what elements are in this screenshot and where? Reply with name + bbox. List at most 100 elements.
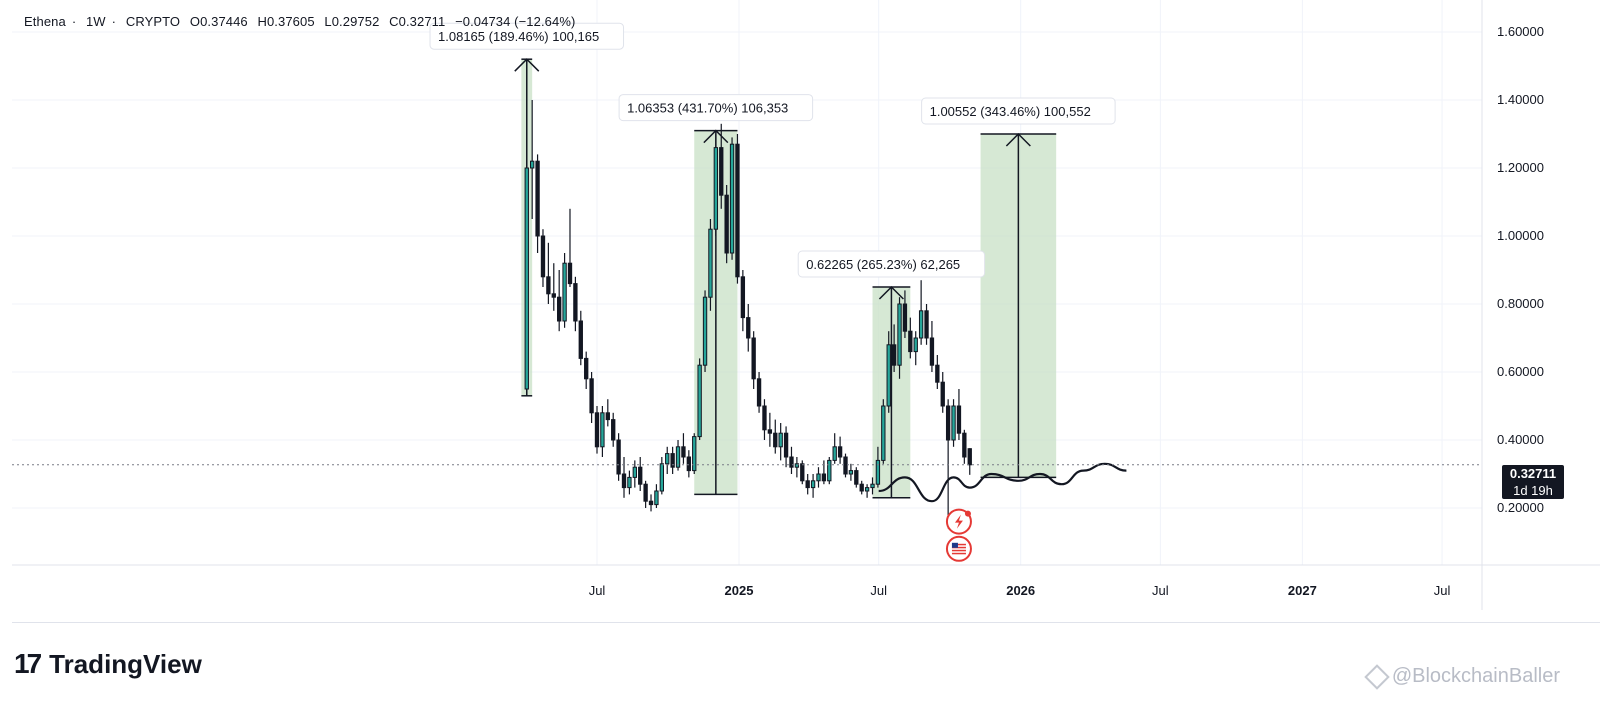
candle-body-down — [789, 456, 794, 468]
current-price: 0.32711 — [1509, 466, 1557, 481]
x-tick-label: Jul — [1434, 583, 1451, 598]
flag-stripe — [951, 546, 966, 549]
projection-curve — [878, 462, 1127, 503]
y-tick-label: 1.20000 — [1497, 160, 1544, 175]
candle-body-up — [675, 446, 681, 468]
range-label-text: 1.00552 (343.46%) 100,552 — [930, 104, 1091, 119]
candle-body-down — [859, 483, 864, 492]
symbol-legend: Ethena · 1W · CRYPTO O0.37446 H0.37605 L0.… — [24, 14, 576, 29]
range-label-box — [618, 94, 814, 122]
candle-body-down — [767, 429, 773, 434]
candle-body-up — [848, 470, 854, 475]
tradingview-logo-text: TradingView — [49, 648, 202, 679]
candle-body-up — [659, 463, 665, 492]
candle-body-down — [594, 412, 600, 448]
candle-body-up — [827, 459, 832, 482]
candle-body-down — [956, 405, 962, 434]
candle-body-down — [773, 432, 778, 448]
candle-body-down — [616, 439, 621, 475]
y-tick-label: 0.60000 — [1497, 364, 1544, 379]
range-label-box — [797, 250, 986, 278]
candle-body-down — [557, 296, 562, 322]
candle-body-down — [546, 276, 551, 295]
flag-stripe — [951, 549, 966, 552]
range-label-text: 1.08165 (189.46%) 100,165 — [438, 29, 599, 44]
watermark: @BlockchainBaller — [1364, 663, 1560, 690]
candle-body-down — [967, 448, 972, 466]
candle-body-up — [864, 487, 870, 492]
lightning-glyph — [954, 514, 963, 529]
x-tick-label: Jul — [1152, 583, 1169, 598]
candle-body-down — [751, 337, 756, 380]
tradingview-logo-mark-icon: 17 — [14, 648, 42, 679]
candle-body-down — [540, 235, 546, 278]
candle-body-down — [724, 194, 729, 254]
range-label: 1.08165 (189.46%) 100,165 — [429, 22, 625, 50]
diamond-icon — [1364, 663, 1390, 690]
y-tick-label: 1.40000 — [1497, 92, 1544, 107]
candle-body-up — [729, 143, 735, 254]
candle-body-down — [584, 357, 589, 380]
candle-body-down — [648, 500, 654, 506]
candle-body-up — [665, 453, 670, 465]
candle-body-down — [821, 473, 827, 482]
x-tick-label: 2027 — [1288, 583, 1317, 598]
candle-body-down — [605, 412, 610, 421]
candle-body-up — [632, 466, 637, 478]
candle-body-down — [924, 310, 929, 339]
candle-body-up — [897, 303, 902, 366]
candle-body-down — [783, 432, 789, 458]
x-tick-label: 2025 — [725, 583, 754, 598]
candle-body-up — [875, 459, 881, 485]
range-label-box — [921, 97, 1116, 125]
y-tick-label: 0.80000 — [1497, 296, 1544, 311]
grid — [12, 0, 1482, 565]
x-tick-label: 2026 — [1006, 583, 1035, 598]
x-tick-label: Jul — [589, 583, 606, 598]
candle-body-down — [589, 378, 594, 414]
interval[interactable]: 1W — [85, 14, 106, 29]
candle-body-up — [713, 147, 719, 230]
range-arrow-head — [1005, 132, 1031, 147]
y-tick-label: 0.20000 — [1497, 500, 1544, 515]
event-dot — [964, 510, 971, 517]
candle-body-up — [918, 310, 924, 339]
chart-area[interactable]: 1.08165 (189.46%) 100,165 1.06353 (431.70… — [12, 0, 1600, 623]
candle-body-down — [535, 160, 540, 237]
range-arrow-head — [703, 129, 729, 144]
lightning-event-icon — [945, 508, 972, 535]
candle-body-up — [832, 446, 837, 461]
candle-body-up — [881, 405, 886, 461]
candle-body-down — [735, 143, 740, 278]
y-tick-label: 1.00000 — [1497, 228, 1544, 243]
candle-body-down — [805, 480, 810, 489]
current-price-tag: 0.32711 1d 19h — [1502, 465, 1564, 499]
y-tick-label: 0.40000 — [1497, 432, 1544, 447]
high-value: H0.37605 — [257, 14, 315, 29]
candle-body-down — [854, 470, 859, 485]
candle-body-down — [902, 303, 908, 332]
candle-body-up — [702, 296, 708, 366]
candle-body-up — [778, 432, 783, 448]
candle-body-up — [627, 476, 632, 489]
candle-body-down — [935, 364, 940, 383]
candle-body-up — [697, 364, 702, 438]
symbol-name[interactable]: Ethena — [24, 14, 66, 29]
tradingview-logo[interactable]: 17 TradingView — [14, 648, 202, 680]
candle-body-down — [573, 283, 578, 322]
candle-body-up — [794, 463, 800, 468]
candle-body-down — [940, 381, 945, 407]
candle-body-down — [837, 446, 843, 458]
us-flag-event-icon — [945, 535, 972, 562]
candle-body-down — [621, 473, 627, 489]
range-label: 1.06353 (431.70%) 106,353 — [618, 94, 814, 122]
range-label-text: 1.06353 (431.70%) 106,353 — [627, 101, 788, 116]
us-flag-event-icon-ring — [945, 535, 972, 562]
candle-body-down — [643, 483, 648, 502]
candle-body-down — [681, 446, 686, 458]
axes: 1.60000 1.40000 1.20000 1.00000 0.80000 0.600… — [12, 0, 1600, 610]
candlestick-chart[interactable]: 1.08165 (189.46%) 100,165 1.06353 (431.70… — [12, 0, 1600, 622]
candle-body-down — [843, 456, 848, 475]
candle-body-down — [908, 330, 913, 353]
candle-body-down — [611, 419, 616, 441]
